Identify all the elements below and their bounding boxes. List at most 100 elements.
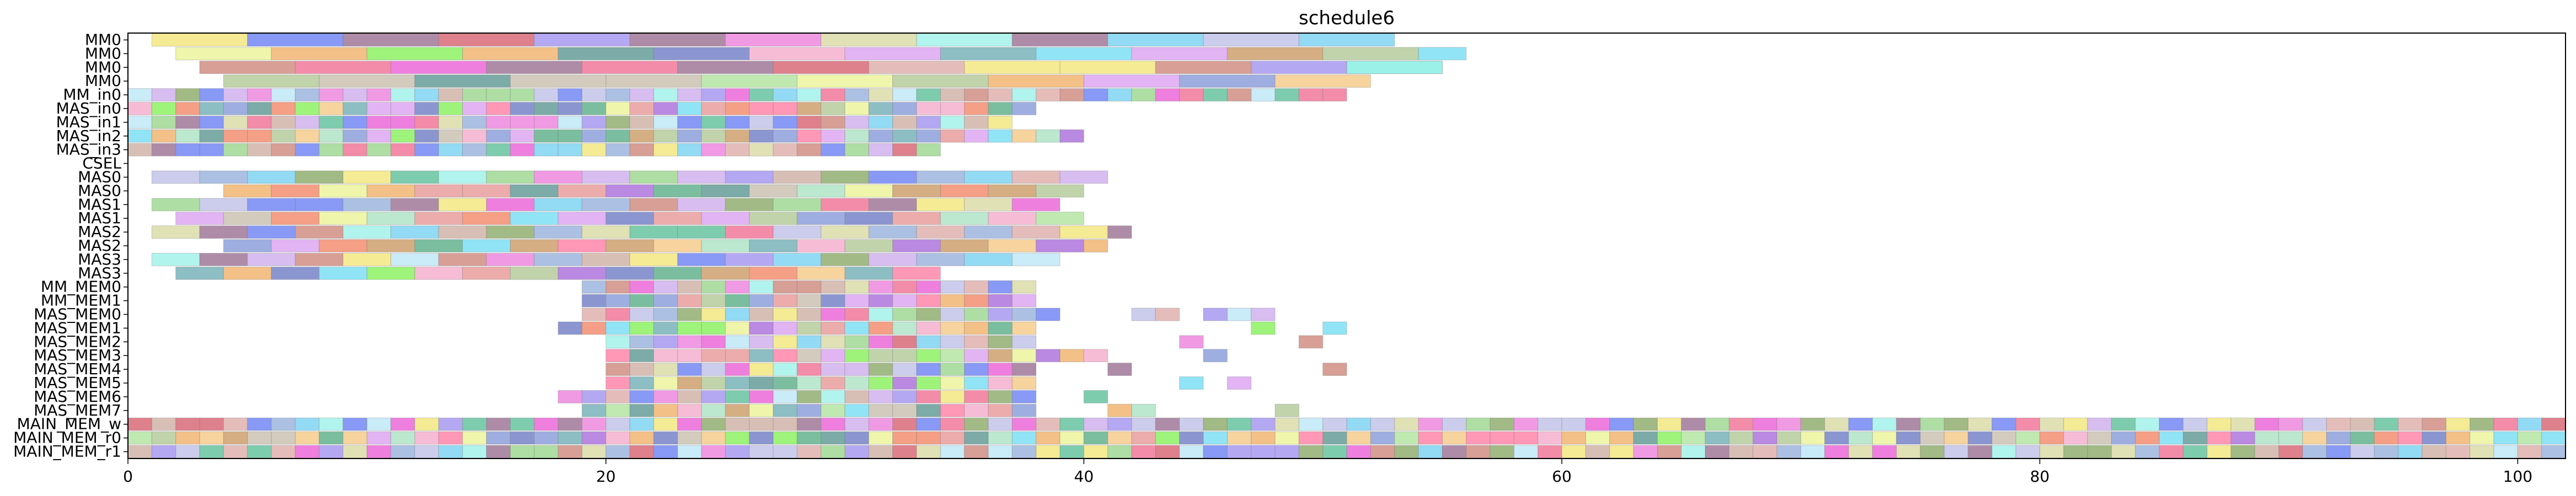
gantt-bar <box>294 88 320 102</box>
gantt-bar <box>892 102 917 115</box>
gantt-bar <box>1131 403 1156 417</box>
y-tick-label: MAS_MEM2 <box>34 332 121 351</box>
gantt-bar <box>844 88 869 102</box>
gantt-bar <box>1346 431 1371 445</box>
gantt-bar <box>223 74 320 88</box>
gantt-bar <box>319 266 367 280</box>
gantt-bar <box>2254 417 2279 431</box>
gantt-bar <box>868 198 917 212</box>
gantt-bar <box>1036 212 1084 225</box>
gantt-bar <box>534 115 559 129</box>
gantt-bar <box>725 143 750 157</box>
gantt-bar <box>725 390 750 403</box>
gantt-bar <box>1968 417 1993 431</box>
gantt-bar <box>796 129 822 143</box>
gantt-bar <box>1394 431 1419 445</box>
gantt-bar <box>796 431 822 445</box>
gantt-bar <box>2111 445 2136 459</box>
gantt-bar <box>2422 445 2446 459</box>
gantt-bar <box>1179 376 1204 390</box>
gantt-bar <box>653 363 678 376</box>
gantt-bar <box>534 198 582 212</box>
gantt-bar <box>319 88 344 102</box>
gantt-bar <box>677 61 774 74</box>
gantt-bar <box>223 431 248 445</box>
gantt-bar <box>581 431 607 445</box>
gantt-bar <box>773 102 797 115</box>
gantt-bar <box>247 115 272 129</box>
gantt-bar <box>438 198 487 212</box>
gantt-bar <box>1227 308 1252 321</box>
gantt-bar <box>773 129 797 143</box>
gantt-bar <box>868 445 893 459</box>
gantt-bar <box>558 212 607 225</box>
gantt-bar <box>1155 308 1180 321</box>
gantt-bar <box>1824 445 1849 459</box>
gantt-bar <box>1370 431 1395 445</box>
gantt-bar <box>1011 321 1037 335</box>
gantt-bar <box>868 225 917 239</box>
gantt-bar <box>2302 417 2327 431</box>
gantt-bar <box>749 184 797 198</box>
gantt-bar <box>1274 88 1299 102</box>
gantt-bar <box>2183 431 2208 445</box>
gantt-bar <box>462 212 511 225</box>
gantt-bar <box>366 47 463 61</box>
gantt-bar <box>1538 417 1562 431</box>
gantt-bar <box>438 431 463 445</box>
gantt-bar <box>821 294 845 308</box>
gantt-bar <box>319 129 344 143</box>
gantt-bar <box>1728 431 1754 445</box>
gantt-bar <box>1036 445 1061 459</box>
gantt-bar <box>294 445 320 459</box>
gantt-bar <box>868 403 893 417</box>
gantt-bar <box>1107 88 1132 102</box>
gantt-bar <box>2111 431 2136 445</box>
gantt-bar <box>988 294 1013 308</box>
gantt-bar <box>701 143 726 157</box>
gantt-bar <box>701 403 726 417</box>
gantt-bar <box>342 198 392 212</box>
gantt-bar <box>892 308 917 321</box>
gantt-bar <box>964 376 989 390</box>
gantt-bar <box>534 445 559 459</box>
gantt-bar <box>653 47 750 61</box>
gantt-bar <box>2039 445 2064 459</box>
gantt-bar <box>606 417 630 431</box>
gantt-bar <box>892 431 917 445</box>
gantt-bar <box>1848 417 1873 431</box>
gantt-bar <box>581 294 607 308</box>
gantt-bar <box>199 431 224 445</box>
gantt-bar <box>892 115 917 129</box>
gantt-bar <box>1753 417 1777 431</box>
gantt-bar <box>821 431 845 445</box>
gantt-bar <box>319 102 344 115</box>
gantt-bar <box>414 239 463 252</box>
gantt-bar <box>581 308 607 321</box>
gantt-bar <box>294 102 320 115</box>
gantt-bar <box>1538 445 1562 459</box>
gantt-bar <box>271 129 296 143</box>
gantt-bar <box>127 445 152 459</box>
x-tick-label: 20 <box>596 467 616 486</box>
gantt-bar <box>796 376 822 390</box>
gantt-bar <box>1059 445 1084 459</box>
gantt-bar <box>821 321 845 335</box>
gantt-bar <box>462 47 559 61</box>
gantt-bar <box>1800 431 1825 445</box>
gantt-bar <box>2063 445 2088 459</box>
gantt-bar <box>1083 74 1180 88</box>
gantt-bar <box>773 308 797 321</box>
gantt-bar <box>175 88 200 102</box>
gantt-bar <box>868 417 893 431</box>
gantt-bar <box>988 239 1037 252</box>
y-tick-label: MAS0 <box>78 168 121 186</box>
gantt-bar <box>892 266 941 280</box>
gantt-bar <box>366 431 392 445</box>
gantt-bar <box>892 335 917 349</box>
gantt-bar <box>2015 431 2041 445</box>
gantt-bar <box>558 445 582 459</box>
gantt-bar <box>868 88 893 102</box>
y-tick-label: MAS_in1 <box>56 113 121 131</box>
gantt-bar <box>319 115 344 129</box>
